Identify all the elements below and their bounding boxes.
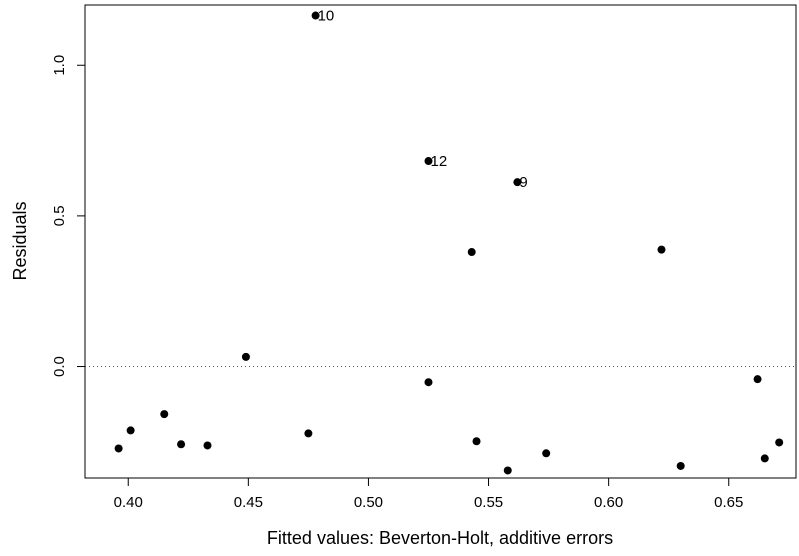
- data-point: [114, 444, 123, 453]
- point-label: 12: [430, 153, 447, 170]
- x-tick-label: 0.55: [474, 494, 503, 511]
- y-axis: 0.0 0.5 1.0: [51, 55, 86, 377]
- data-point: [503, 466, 512, 475]
- y-tick-label: 1.0: [51, 55, 68, 76]
- y-axis-title: Residuals: [10, 201, 30, 280]
- data-point: [126, 426, 135, 435]
- plot-frame: [84, 4, 797, 479]
- data-point: [676, 461, 685, 470]
- data-point: [760, 454, 769, 463]
- point-label: 9: [519, 174, 527, 191]
- data-point: [203, 441, 212, 450]
- x-tick-label: 0.65: [714, 494, 743, 511]
- data-point: [657, 245, 666, 254]
- y-tick-label: 0.5: [51, 205, 68, 226]
- x-axis-title: Fitted values: Beverton-Holt, additive e…: [267, 528, 613, 548]
- data-point: [311, 11, 320, 20]
- data-point: [467, 248, 476, 257]
- y-tick-label: 0.0: [51, 356, 68, 377]
- x-tick-label: 0.40: [114, 494, 143, 511]
- data-point: [775, 438, 784, 447]
- data-point: [241, 352, 250, 361]
- data-point: [472, 437, 481, 446]
- data-point: [177, 440, 186, 449]
- point-label: 10: [318, 8, 335, 25]
- point-labels: 10 12 9: [318, 8, 528, 192]
- data-point: [160, 410, 169, 419]
- data-point: [424, 157, 433, 166]
- x-tick-label: 0.50: [354, 494, 383, 511]
- data-point: [542, 449, 551, 458]
- data-point: [304, 429, 313, 438]
- x-axis: 0.40 0.45 0.50 0.55 0.60 0.65: [114, 477, 743, 511]
- data-point: [424, 378, 433, 387]
- x-tick-label: 0.60: [594, 494, 623, 511]
- data-points: [114, 11, 784, 475]
- data-point: [513, 178, 522, 187]
- data-point: [753, 375, 762, 384]
- x-tick-label: 0.45: [234, 494, 263, 511]
